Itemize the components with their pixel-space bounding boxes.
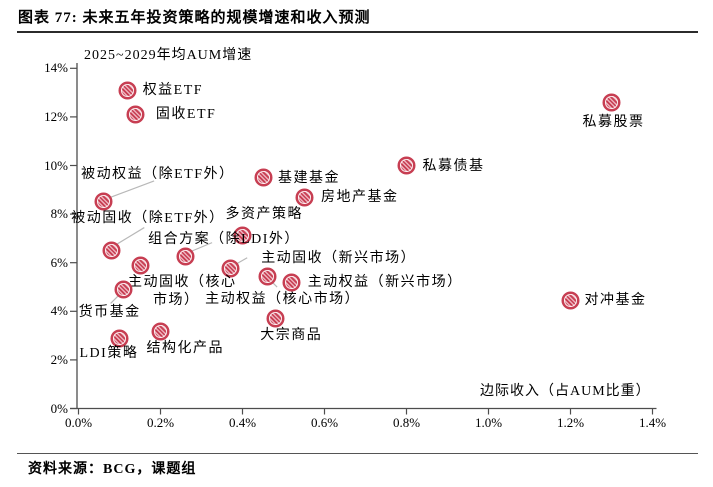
- data-point-dot: [178, 250, 192, 264]
- title-divider: [17, 31, 698, 33]
- x-tick-label: 0.0%: [64, 414, 93, 430]
- x-tick-label: 1.2%: [556, 414, 585, 430]
- data-point-dot: [268, 312, 282, 326]
- data-point-label: 主动权益（核心市场）: [205, 292, 361, 308]
- y-tick-label: 0%: [50, 400, 68, 416]
- data-point-label: 基建基金: [278, 170, 340, 186]
- data-point-dot: [236, 229, 249, 243]
- data-point-label: 房地产基金: [321, 190, 399, 206]
- y-tick-label: 4%: [50, 303, 68, 319]
- data-point-label: 固收ETF: [155, 107, 217, 123]
- label-leader-line: [187, 242, 213, 254]
- label-leader-line: [110, 227, 145, 249]
- data-point-label: 结构化产品: [146, 340, 224, 356]
- data-point-label: LDI策略: [79, 346, 139, 362]
- data-point-label: 主动权益（新兴市场）: [307, 275, 463, 291]
- x-tick-label: 0.2%: [146, 414, 175, 430]
- y-tick-label: 6%: [50, 254, 68, 270]
- y-tick-label: 8%: [50, 206, 68, 222]
- label-leader-line: [105, 180, 155, 200]
- data-point-label: 对冲基金: [584, 293, 647, 309]
- x-tick-label: 0.8%: [392, 414, 421, 430]
- data-point-label: 私募股票: [582, 115, 645, 131]
- x-axis-title: 边际收入（占AUM比重）: [480, 384, 651, 399]
- y-tick-label: 14%: [44, 60, 68, 76]
- x-tick-label: 1.4%: [638, 414, 667, 430]
- scatter-chart: 2025~2029年均AUM增速 边际收入（占AUM比重） 0% 2% 4% 6% 8%…: [0, 34, 713, 452]
- data-point-label: 货币基金: [78, 305, 141, 321]
- data-point-dot: [154, 325, 167, 339]
- data-point-dot: [605, 95, 618, 109]
- data-point-dot: [297, 190, 311, 204]
- data-point-label: 多资产策略: [225, 206, 303, 222]
- source-note: 资料来源：BCG，课题组: [28, 462, 197, 477]
- data-point-dot: [400, 159, 413, 172]
- data-point-label: 私募债基: [422, 158, 485, 174]
- chart-canvas: [70, 63, 657, 415]
- data-point-label: 被动固收（除ETF外）: [71, 210, 225, 226]
- data-point-dot: [223, 262, 237, 276]
- y-tick-label: 2%: [50, 351, 68, 367]
- data-point-dot: [96, 195, 110, 209]
- data-point-dot: [129, 107, 143, 121]
- figure-title: 图表 77: 未来五年投资策略的规模增速和收入预测: [18, 10, 371, 26]
- y-axis-title: 2025~2029年均AUM增速: [84, 48, 253, 63]
- data-point-label: 权益ETF: [142, 83, 204, 99]
- data-point-dot: [133, 258, 147, 272]
- x-tick-label: 0.4%: [228, 414, 257, 430]
- data-point-dot: [121, 83, 135, 97]
- footer-divider: [17, 453, 698, 454]
- data-point-dot: [564, 293, 577, 307]
- data-point-label: 主动固收（核心: [128, 275, 237, 291]
- data-point-label: 被动权益（除ETF外）: [81, 166, 235, 182]
- data-point-dot: [256, 171, 270, 185]
- data-point-label-line2: 市场）: [153, 293, 200, 309]
- data-point-dot: [260, 269, 274, 283]
- data-point-label: 大宗商品: [260, 327, 323, 343]
- data-point-dot: [285, 275, 299, 289]
- x-tick-label: 0.6%: [310, 414, 339, 430]
- data-point-dot: [117, 282, 131, 296]
- x-tick-label: 1.0%: [474, 414, 503, 430]
- y-tick-label: 10%: [44, 157, 68, 173]
- data-point-label: 主动固收（新兴市场）: [261, 250, 417, 266]
- data-point-dot: [113, 331, 126, 345]
- y-tick-label: 12%: [44, 108, 68, 124]
- data-point-label: 组合方案（除LDI外）: [148, 231, 300, 247]
- data-point-dot: [104, 244, 118, 258]
